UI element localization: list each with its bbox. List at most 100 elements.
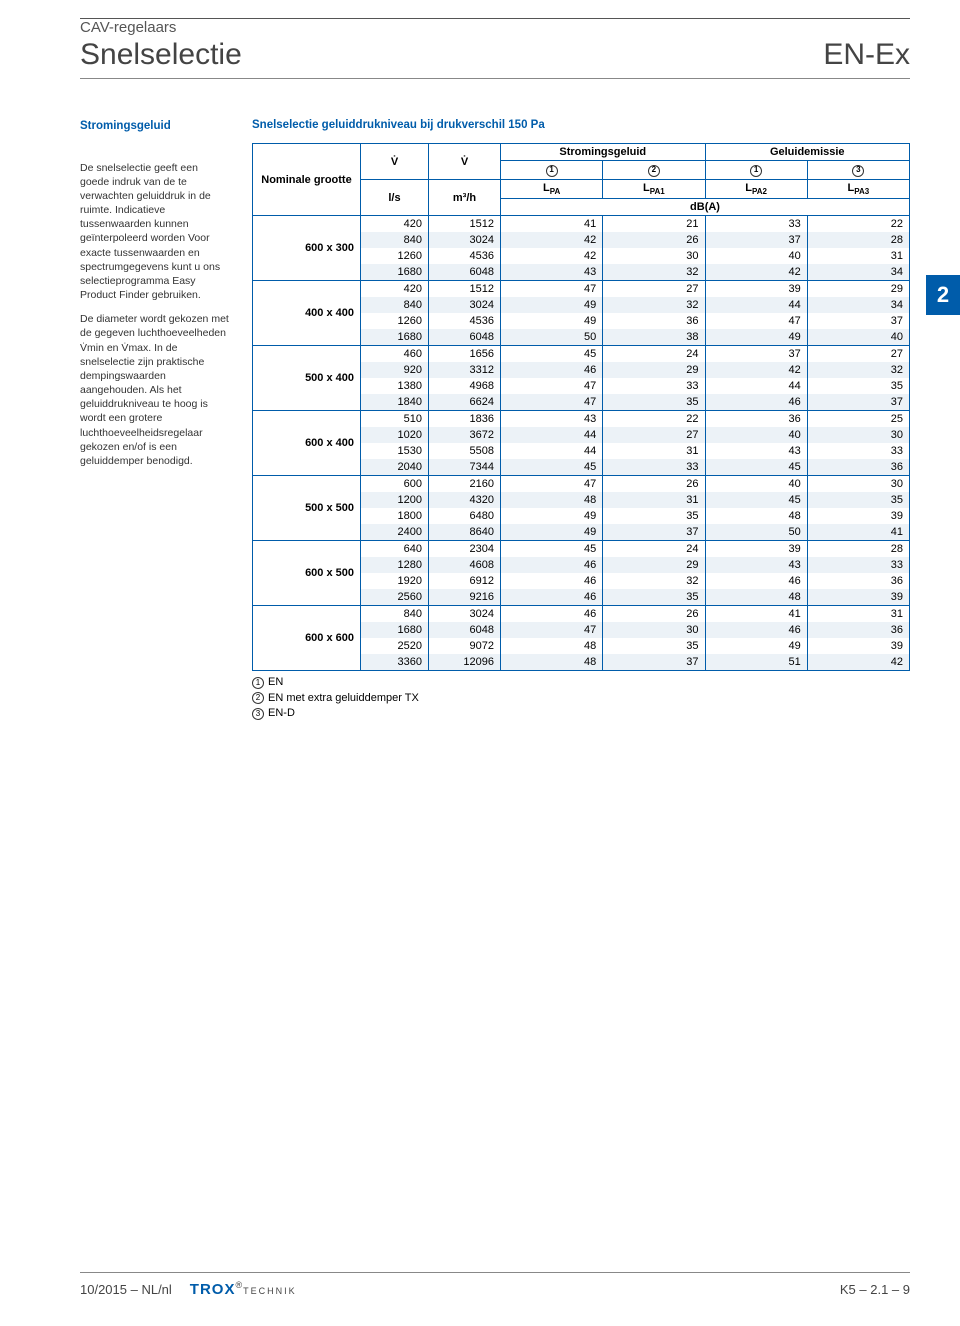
data-cell: 1512 [429, 281, 501, 298]
th-flow-noise: Stromingsgeluid [501, 144, 706, 161]
data-cell: 2304 [429, 541, 501, 558]
data-cell: 45 [501, 459, 603, 476]
data-cell: 45 [501, 346, 603, 363]
data-cell: 33 [807, 557, 909, 573]
data-cell: 1800 [361, 508, 429, 524]
table-row: 500 x 400460165645243727 [253, 346, 910, 363]
data-cell: 35 [603, 394, 705, 411]
data-cell: 1920 [361, 573, 429, 589]
data-cell: 36 [807, 622, 909, 638]
data-cell: 1512 [429, 216, 501, 233]
main-content: Snelselectie geluiddrukniveau bij drukve… [252, 119, 910, 721]
data-cell: 49 [501, 313, 603, 329]
sidebar-text: Stromingsgeluid De snelselectie geeft ee… [80, 119, 230, 721]
data-cell: 31 [807, 606, 909, 623]
data-cell: 48 [705, 508, 807, 524]
sidebar-para-2: De diameter wordt gekozen met de gegeven… [80, 312, 230, 468]
th-circ-2: 2 [603, 161, 705, 180]
data-cell: 6048 [429, 264, 501, 281]
data-cell: 640 [361, 541, 429, 558]
sidebar-heading: Stromingsgeluid [80, 119, 230, 135]
data-cell: 4536 [429, 313, 501, 329]
th-circ-1b: 1 [705, 161, 807, 180]
data-cell: 50 [501, 329, 603, 346]
data-cell: 42 [705, 362, 807, 378]
th-circ-1a: 1 [501, 161, 603, 180]
data-cell: 48 [501, 638, 603, 654]
data-cell: 4608 [429, 557, 501, 573]
data-cell: 24 [603, 541, 705, 558]
data-cell: 1020 [361, 427, 429, 443]
data-cell: 28 [807, 541, 909, 558]
data-cell: 29 [603, 362, 705, 378]
data-cell: 840 [361, 606, 429, 623]
data-cell: 3024 [429, 606, 501, 623]
data-cell: 35 [603, 508, 705, 524]
data-cell: 6480 [429, 508, 501, 524]
data-cell: 840 [361, 232, 429, 248]
data-cell: 30 [603, 248, 705, 264]
nominal-size-cell: 500 x 400 [253, 346, 361, 411]
data-cell: 1680 [361, 622, 429, 638]
brand-logo: TROX®TECHNIK [190, 1281, 297, 1298]
data-cell: 42 [501, 248, 603, 264]
data-cell: 43 [501, 411, 603, 428]
legend-row-3: 3EN-D [252, 706, 910, 721]
page-footer: 10/2015 – NL/nl TROX®TECHNIK K5 – 2.1 – … [80, 1272, 910, 1298]
data-cell: 26 [603, 232, 705, 248]
data-cell: 28 [807, 232, 909, 248]
data-cell: 38 [603, 329, 705, 346]
data-cell: 510 [361, 411, 429, 428]
data-cell: 44 [705, 297, 807, 313]
product-code: EN-Ex [823, 38, 910, 72]
data-cell: 5508 [429, 443, 501, 459]
data-cell: 24 [603, 346, 705, 363]
data-cell: 42 [807, 654, 909, 671]
data-cell: 49 [501, 508, 603, 524]
data-cell: 840 [361, 297, 429, 313]
data-cell: 33 [603, 378, 705, 394]
data-cell: 32 [603, 297, 705, 313]
data-cell: 1656 [429, 346, 501, 363]
data-cell: 35 [807, 492, 909, 508]
data-cell: 51 [705, 654, 807, 671]
data-cell: 49 [501, 297, 603, 313]
data-cell: 25 [807, 411, 909, 428]
data-cell: 1200 [361, 492, 429, 508]
data-cell: 22 [603, 411, 705, 428]
data-cell: 48 [501, 654, 603, 671]
data-cell: 47 [501, 378, 603, 394]
data-cell: 40 [705, 248, 807, 264]
table-body: 600 x 3004201512412133228403024422637281… [253, 216, 910, 671]
data-cell: 1680 [361, 329, 429, 346]
data-cell: 1530 [361, 443, 429, 459]
data-cell: 37 [705, 232, 807, 248]
data-cell: 40 [705, 427, 807, 443]
data-cell: 46 [705, 394, 807, 411]
legend-circ-3: 3 [252, 708, 264, 720]
data-cell: 29 [603, 557, 705, 573]
data-cell: 50 [705, 524, 807, 541]
data-cell: 37 [807, 313, 909, 329]
data-cell: 33 [807, 443, 909, 459]
nominal-size-cell: 600 x 500 [253, 541, 361, 606]
data-cell: 37 [603, 654, 705, 671]
data-cell: 27 [603, 281, 705, 298]
legend: 1EN 2EN met extra geluiddemper TX 3EN-D [252, 675, 910, 721]
legend-circ-1: 1 [252, 677, 264, 689]
data-cell: 2520 [361, 638, 429, 654]
data-cell: 420 [361, 216, 429, 233]
table-header: Nominale grootte V̇ V̇ Stromingsgeluid G… [253, 144, 910, 216]
data-cell: 47 [501, 394, 603, 411]
table-row: 400 x 400420151247273929 [253, 281, 910, 298]
data-cell: 46 [501, 589, 603, 606]
data-cell: 4536 [429, 248, 501, 264]
data-cell: 4968 [429, 378, 501, 394]
data-cell: 21 [603, 216, 705, 233]
data-cell: 47 [705, 313, 807, 329]
legend-label-2: EN met extra geluiddemper TX [268, 691, 419, 706]
data-cell: 41 [501, 216, 603, 233]
data-cell: 46 [501, 362, 603, 378]
data-cell: 30 [807, 427, 909, 443]
data-cell: 22 [807, 216, 909, 233]
